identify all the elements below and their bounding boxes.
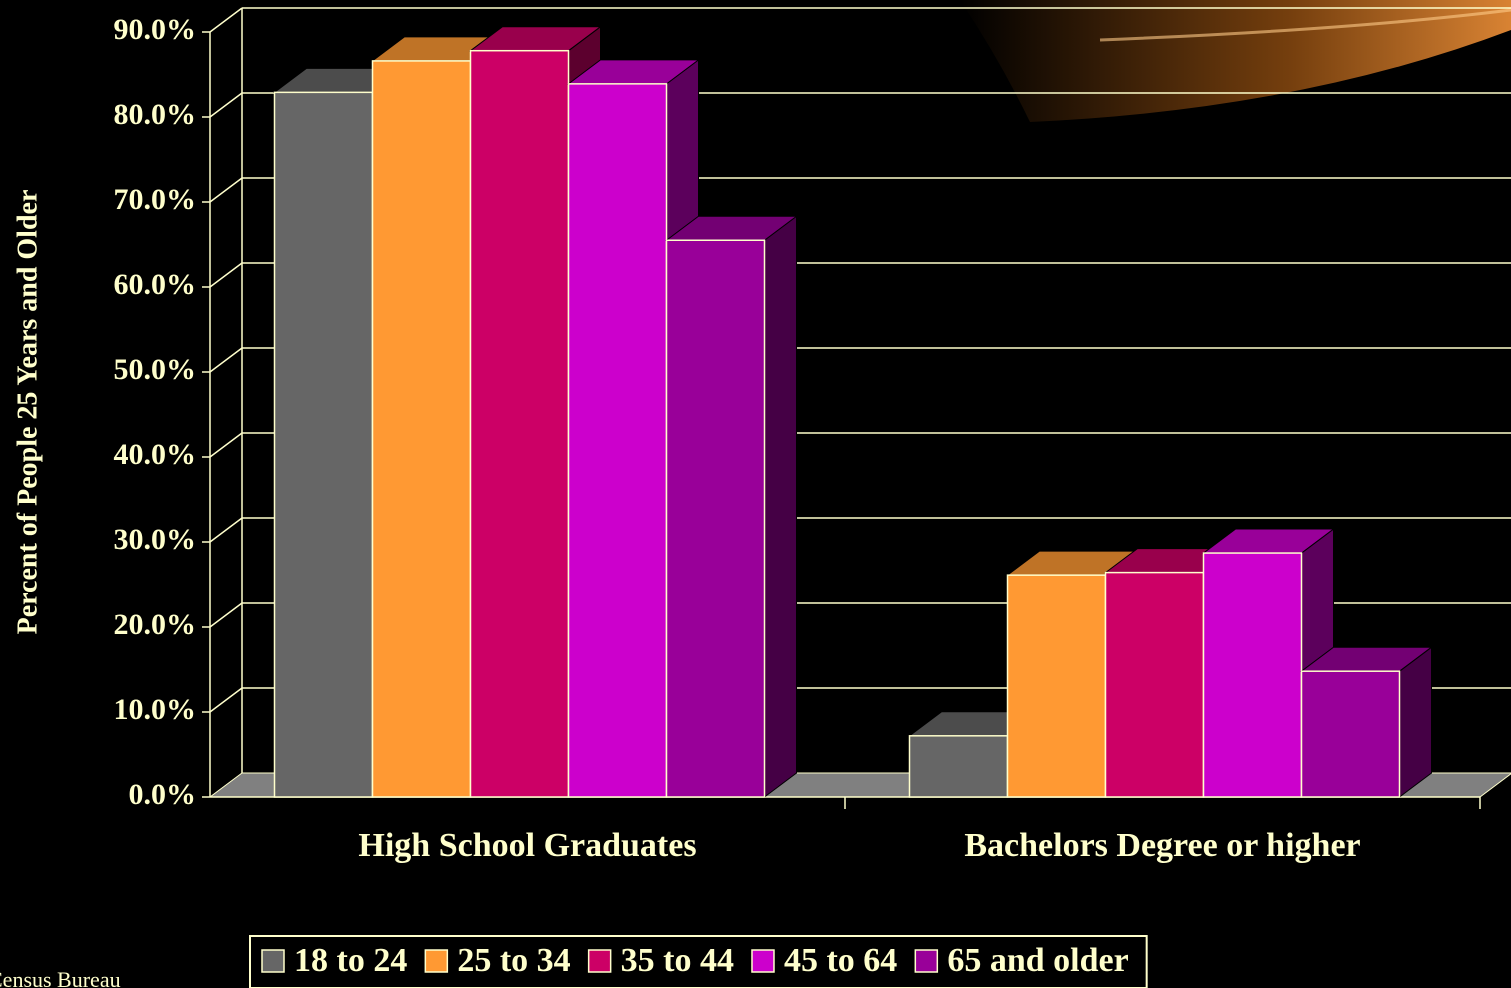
y-tick-label: 90.0%: [114, 13, 197, 46]
bar: [665, 239, 766, 798]
legend-label: 25 to 34: [457, 942, 570, 979]
y-tick-label: 20.0%: [114, 608, 197, 641]
y-tick-label: 40.0%: [114, 438, 197, 471]
legend: 18 to 24 25 to 34 35 to 44 45 to 64 65 and o…: [249, 935, 1148, 988]
bar: [1300, 670, 1401, 798]
bar: [1006, 574, 1107, 798]
legend-label: 65 and older: [947, 942, 1128, 979]
legend-label: 35 to 44: [621, 942, 734, 979]
legend-swatch: [914, 949, 939, 973]
side-grid-line: [209, 602, 243, 628]
bar-side: [764, 215, 797, 798]
side-grid-line: [209, 432, 243, 458]
y-tick-label: 0.0%: [129, 778, 197, 811]
legend-swatch: [587, 949, 612, 973]
source-note: Census Bureau: [0, 967, 121, 988]
bar-3d: [1300, 646, 1433, 798]
legend-label: 18 to 24: [294, 942, 407, 979]
plot-area: 0.0% 10.0% 20.0% 30.0% 40.0% 50.0% 60.0% 70.0% 8…: [114, 7, 1511, 864]
side-grid-line: [209, 262, 243, 288]
y-tick-label: 30.0%: [114, 523, 197, 556]
legend-swatch: [261, 949, 285, 973]
legend-swatch: [424, 949, 449, 973]
side-grid-line: [209, 92, 243, 118]
y-tick-label: 10.0%: [114, 693, 197, 726]
side-grid-line: [209, 517, 243, 543]
bar: [469, 49, 570, 798]
side-grid-line: [209, 687, 243, 713]
bar: [1202, 552, 1303, 798]
decor-swoosh-line: [1099, 8, 1511, 42]
legend-swatch: [751, 949, 775, 973]
y-tick-label: 80.0%: [114, 98, 197, 131]
y-tick-label: 70.0%: [114, 183, 197, 216]
side-grid-line: [209, 177, 243, 203]
legend-label: 45 to 64: [784, 942, 897, 979]
decor-swoosh: [960, 0, 1511, 122]
y-tick-label: 60.0%: [114, 268, 197, 301]
bar-side: [1399, 646, 1432, 798]
bar: [1104, 571, 1205, 798]
bar: [371, 60, 472, 798]
legend-box: [249, 935, 1148, 988]
bar: [567, 83, 668, 798]
bar: [273, 91, 374, 798]
y-axis-title: Percent of People 25 Years and Older: [12, 190, 43, 635]
bar-3d: [665, 215, 798, 798]
x-tick-label: Bachelors Degree or higher: [964, 827, 1360, 864]
side-grid-line: [209, 347, 243, 373]
bar: [908, 735, 1009, 798]
side-grid-line: [209, 7, 243, 33]
x-tick-label: High School Graduates: [358, 827, 696, 864]
y-tick-label: 50.0%: [114, 353, 197, 386]
